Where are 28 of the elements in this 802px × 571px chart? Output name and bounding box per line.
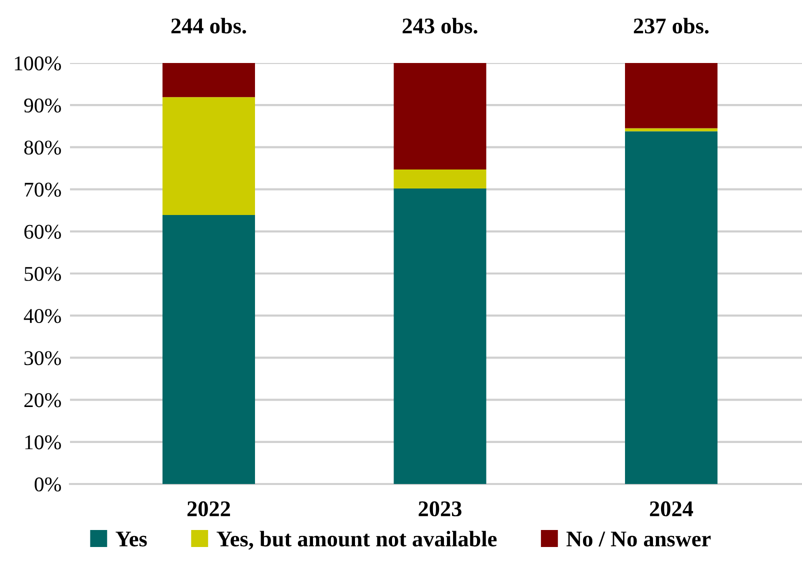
- annotation: 244 obs.: [171, 18, 246, 34]
- bar: [394, 63, 486, 170]
- bar: [625, 63, 718, 128]
- annotation: 243 obs.: [402, 18, 478, 34]
- y-tick-label: 60%: [24, 224, 61, 239]
- legend-label: Yes, but amount not available: [216, 530, 497, 550]
- bar: [394, 170, 486, 188]
- y-tick-label: 30%: [24, 351, 61, 366]
- x-tick-label: 2024: [650, 501, 694, 516]
- legend-label: Yes: [116, 532, 147, 546]
- y-tick-label: 80%: [24, 140, 61, 155]
- legend-label: No / No answer: [566, 532, 711, 546]
- bar: [162, 63, 255, 98]
- annotation: 237 obs.: [634, 18, 709, 34]
- y-tick-label: 70%: [24, 182, 61, 197]
- y-tick-label: 100%: [14, 56, 61, 70]
- x-tick-label: 2022: [187, 501, 230, 516]
- y-tick-label: 90%: [24, 98, 61, 113]
- x-tick-label: 2023: [418, 501, 462, 516]
- bar: [625, 131, 718, 484]
- y-tick-label: 0%: [34, 477, 61, 492]
- bar: [394, 188, 486, 484]
- bar: [162, 97, 255, 215]
- y-tick-label: 20%: [24, 393, 61, 408]
- y-tick-label: 50%: [24, 266, 61, 281]
- bar: [162, 214, 255, 484]
- y-tick-label: 40%: [24, 308, 61, 324]
- y-tick-label: 10%: [25, 435, 61, 450]
